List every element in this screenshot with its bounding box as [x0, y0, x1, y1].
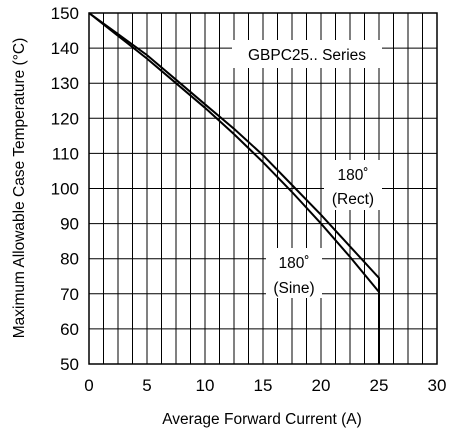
y-axis-label: Maximum Allowable Case Temperature (°C) [11, 38, 28, 339]
y-tick-label: 80 [60, 250, 79, 269]
y-tick-label: 60 [60, 320, 79, 339]
plot-frame [88, 12, 438, 365]
x-axis-label: Average Forward Current (A) [162, 411, 362, 428]
rect-label-angle: 180˚ [337, 167, 368, 184]
series-line-sine [88, 12, 380, 364]
sine-label-type: (Sine) [273, 280, 314, 297]
x-tick-label: 15 [254, 376, 273, 395]
y-tick-label: 110 [52, 144, 79, 163]
rect-label-type: (Rect) [332, 191, 374, 208]
sine-label-angle: 180˚ [278, 255, 309, 272]
y-tick-label: 100 [51, 180, 79, 199]
plot-border [88, 12, 438, 365]
x-tick-label: 10 [196, 376, 215, 395]
x-tick-label: 5 [142, 376, 151, 395]
rect-label-box [324, 160, 382, 210]
x-tick-label: 0 [84, 376, 93, 395]
y-tick-label: 120 [51, 109, 79, 128]
series-title: GBPC25.. Series [248, 47, 366, 64]
x-tick-label: 20 [312, 376, 331, 395]
sine-label-box [266, 248, 322, 298]
y-tick-label: 140 [51, 39, 79, 58]
y-tick-labels: 50 60 70 80 90 100 110 120 130 140 150 [51, 4, 79, 374]
curves [88, 12, 380, 364]
y-tick-label: 150 [51, 4, 79, 23]
y-tick-label: 70 [60, 285, 79, 304]
series-title-box [232, 40, 382, 68]
x-tick-label: 30 [428, 376, 447, 395]
y-tick-label: 90 [60, 215, 79, 234]
x-tick-label: 25 [370, 376, 389, 395]
x-tick-labels: 0 5 10 15 20 25 30 [84, 376, 446, 395]
y-tick-label: 50 [60, 355, 79, 374]
y-tick-label: 130 [51, 74, 79, 93]
series-line-rect [88, 12, 380, 364]
